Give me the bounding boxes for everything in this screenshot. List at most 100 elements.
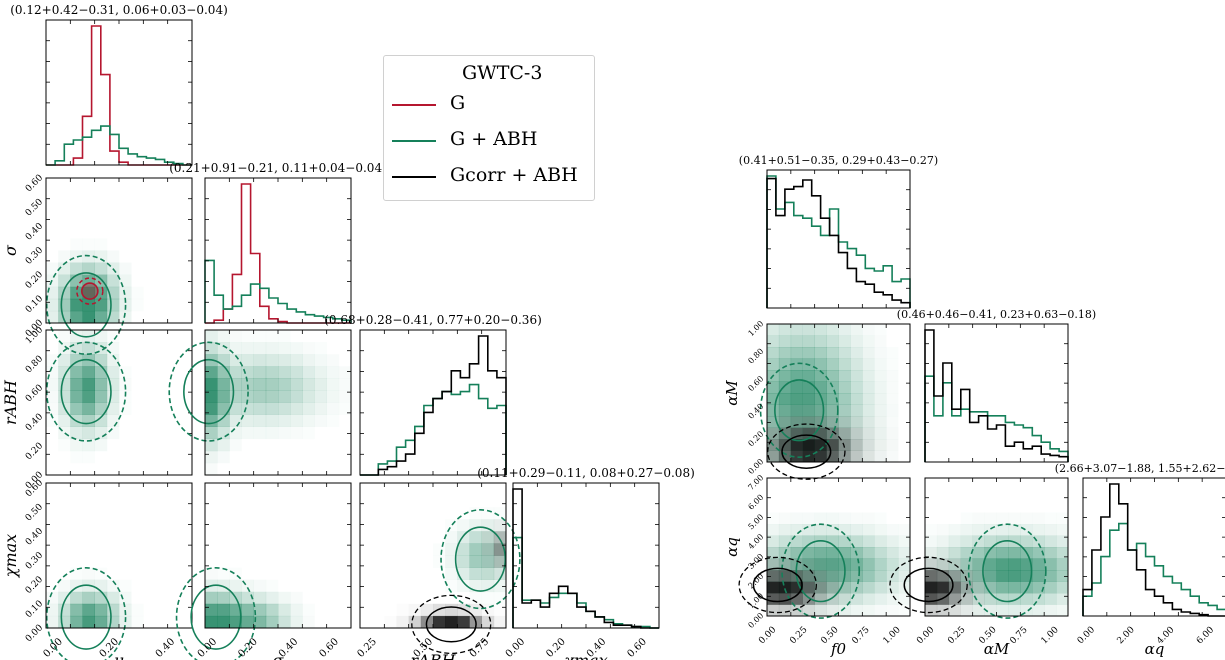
- density-cell: [469, 603, 482, 617]
- density-cell: [778, 324, 792, 336]
- density-cell: [886, 359, 898, 371]
- density-cell: [826, 324, 839, 336]
- density-cell: [874, 547, 887, 559]
- density-cell: [1056, 593, 1069, 605]
- density-cell: [290, 390, 303, 403]
- y-tick-label: 0.50: [24, 197, 45, 218]
- density-cell: [838, 427, 851, 440]
- density-cell: [826, 393, 839, 405]
- density-cell: [493, 519, 507, 532]
- density-cell: [814, 393, 827, 405]
- density-cell: [1008, 547, 1021, 559]
- density-cell: [265, 603, 279, 617]
- density-cell: [70, 390, 83, 403]
- density-cell: [960, 558, 973, 571]
- density-cell: [290, 354, 303, 367]
- density-cell: [972, 593, 985, 605]
- density-cell: [82, 310, 95, 324]
- density-cell: [874, 393, 887, 405]
- density-cell: [445, 555, 458, 568]
- density-cell: [278, 402, 291, 415]
- density-cell: [826, 450, 839, 463]
- density-cell: [278, 603, 291, 617]
- density-cell: [874, 604, 887, 617]
- density-cell: [862, 381, 875, 394]
- corner-left-panel-0-0: (0.12+0.42−0.31, 0.06+0.03−0.04): [10, 3, 228, 166]
- density-cell: [886, 404, 899, 417]
- density-cell: [984, 593, 997, 605]
- density-cell: [948, 570, 961, 582]
- density-cell: [814, 593, 827, 605]
- density-cell: [46, 378, 59, 391]
- density-cell: [838, 381, 851, 394]
- density-cell: [960, 535, 973, 548]
- density-cell: [82, 591, 95, 605]
- density-cell: [814, 404, 827, 417]
- contour-95-corr: [411, 594, 492, 655]
- density-cell: [46, 390, 59, 403]
- density-cell: [960, 604, 973, 617]
- density-cell: [217, 615, 230, 629]
- density-cell: [457, 615, 470, 629]
- density-cell: [898, 605, 910, 617]
- density-cell: [82, 250, 95, 263]
- density-cell: [778, 404, 792, 417]
- density-cell: [778, 347, 792, 359]
- x-tick-label: 6.00: [1195, 625, 1216, 646]
- density-cell: [253, 603, 267, 617]
- legend-item-gcorr-abh: Gcorr + ABH: [392, 164, 592, 187]
- density-cell: [767, 427, 780, 440]
- density-cell: [802, 558, 815, 571]
- density-cell: [886, 450, 899, 463]
- density-cell: [241, 342, 254, 355]
- density-cell: [82, 330, 95, 343]
- density-cell: [767, 547, 780, 559]
- y-tick-label: 0.40: [24, 221, 45, 242]
- density-cell: [265, 402, 279, 415]
- density-cell: [948, 604, 961, 617]
- density-cell: [802, 347, 815, 359]
- density-cell: [814, 593, 827, 605]
- corner-left-panel-1-0: 0.000.100.200.300.400.500.60σ: [1, 173, 193, 355]
- density-cell: [1032, 604, 1045, 617]
- x-axis-label: rABH: [411, 651, 457, 660]
- density-cell: [886, 558, 899, 571]
- density-cell: [70, 250, 83, 263]
- density-cell: [205, 438, 218, 452]
- density-cell: [107, 330, 120, 342]
- contour-95: [781, 523, 861, 619]
- density-cell: [790, 393, 803, 405]
- density-cell: [985, 513, 997, 525]
- density-cell: [469, 543, 482, 556]
- density-cell: [106, 402, 120, 415]
- density-cell: [925, 535, 938, 548]
- density-cell: [278, 378, 291, 391]
- density-cell: [826, 547, 839, 559]
- contour-68-corr: [903, 567, 954, 603]
- density-cell: [767, 404, 780, 417]
- contour-68-corr: [781, 434, 832, 469]
- density-cell: [217, 402, 230, 415]
- density-cell: [802, 558, 815, 571]
- density-cell: [948, 581, 961, 594]
- density-cell: [94, 402, 108, 415]
- density-cell: [778, 358, 792, 371]
- contour-95-corr: [889, 556, 968, 614]
- density-cell: [838, 593, 851, 605]
- density-cell: [94, 579, 108, 593]
- density-cell: [396, 615, 409, 629]
- density-cell: [886, 605, 898, 617]
- density-cell: [205, 603, 218, 617]
- density-cell: [94, 262, 108, 275]
- density-cell: [838, 370, 851, 382]
- density-cell: [767, 450, 780, 463]
- density-cell: [205, 330, 218, 343]
- density-cell: [70, 366, 83, 379]
- density-cell: [265, 390, 279, 403]
- x-tick-label: 1.00: [1040, 625, 1061, 646]
- density-cell: [1056, 558, 1069, 571]
- contour-68-corr: [752, 567, 803, 603]
- density-cell: [874, 427, 887, 440]
- density-cell: [984, 535, 997, 548]
- density-cell: [70, 615, 83, 629]
